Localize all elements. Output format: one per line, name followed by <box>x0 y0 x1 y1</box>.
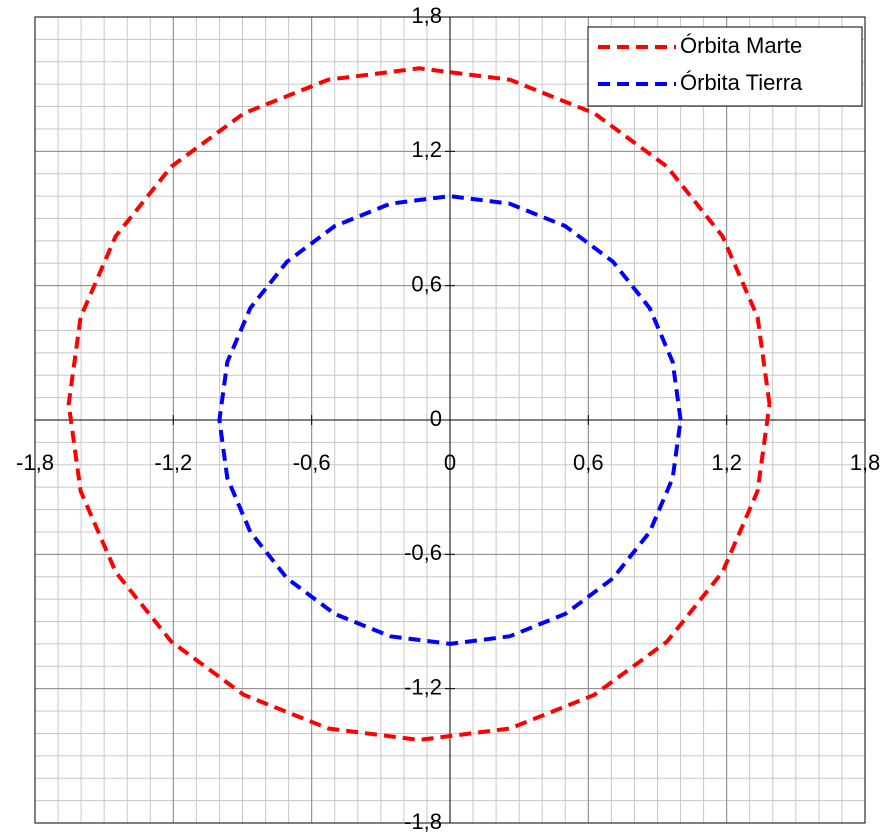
orbit-line <box>66 66 772 742</box>
x-tick-label: 1,2 <box>711 450 742 475</box>
legend-label: Órbita Marte <box>680 33 802 58</box>
y-tick-label: 0,6 <box>411 271 442 296</box>
y-tick-label: -0,6 <box>404 540 442 565</box>
legend-label: Órbita Tierra <box>680 70 803 95</box>
x-tick-label: -1,2 <box>154 450 192 475</box>
y-tick-label: 1,2 <box>411 137 442 162</box>
x-tick-label: 0,6 <box>573 450 604 475</box>
y-tick-label: 0 <box>430 406 442 431</box>
y-tick-label: 1,8 <box>411 3 442 28</box>
legend-box <box>587 26 863 107</box>
y-tick-label: -1,2 <box>404 674 442 699</box>
y-tick-label: -1,8 <box>404 809 442 834</box>
orbit-line <box>217 194 683 646</box>
x-tick-label: -0,6 <box>293 450 331 475</box>
